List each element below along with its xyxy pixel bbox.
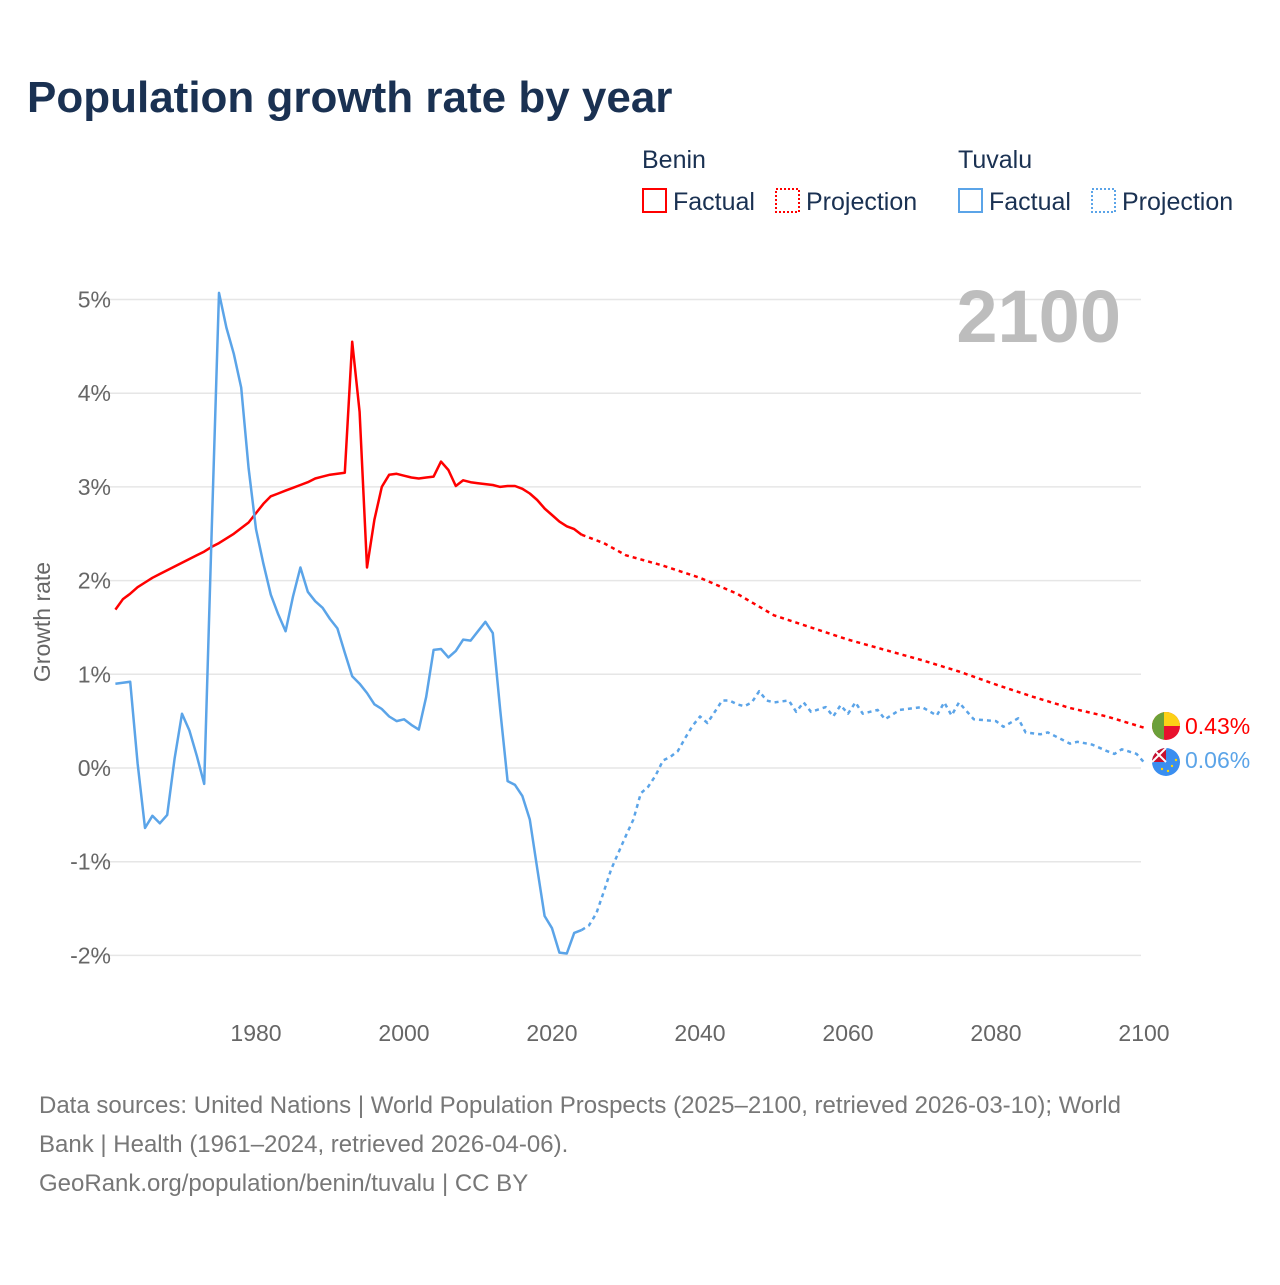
benin-flag-icon: [1152, 712, 1180, 740]
legend-swatch-tuvalu-projection: [1091, 188, 1116, 213]
chart-title: Population growth rate by year: [27, 73, 672, 122]
benin-projection-line: [581, 533, 1145, 729]
y-tick-label: 1%: [78, 661, 111, 687]
benin-end-label: 0.43%: [1185, 713, 1250, 739]
year-watermark: 2100: [956, 275, 1121, 358]
legend-label-tuvalu-projection[interactable]: Projection: [1122, 188, 1233, 216]
x-tick-label: 2020: [526, 1020, 577, 1046]
legend: Benin Factual Projection Tuvalu Factual …: [642, 146, 1233, 216]
x-tick-label: 1980: [230, 1020, 281, 1046]
legend-label-benin-factual[interactable]: Factual: [673, 188, 755, 216]
x-tick-label: 2060: [822, 1020, 873, 1046]
legend-group-benin: Benin: [642, 146, 706, 174]
y-tick-label: 3%: [78, 474, 111, 500]
series-lines: [114, 291, 1145, 955]
y-tick-labels: -2% -1% 0% 1% 2% 3% 4% 5%: [70, 287, 111, 969]
legend-swatch-benin-projection: [775, 188, 800, 213]
y-tick-label: 4%: [78, 380, 111, 406]
y-axis-label: Growth rate: [29, 562, 55, 682]
y-tick-label: 5%: [78, 287, 111, 313]
benin-factual-line: [114, 340, 583, 611]
y-tick-label: -1%: [70, 849, 111, 875]
y-tick-label: -2%: [70, 942, 111, 968]
x-tick-label: 2100: [1118, 1020, 1169, 1046]
footer-sources-line2: Bank | Health (1961–2024, retrieved 2026…: [39, 1131, 568, 1158]
legend-label-benin-projection[interactable]: Projection: [806, 188, 917, 216]
tuvalu-projection-line: [580, 689, 1145, 932]
legend-swatch-benin-factual: [642, 188, 667, 213]
y-tick-label: 0%: [78, 755, 111, 781]
footer-sources-line1: Data sources: United Nations | World Pop…: [39, 1092, 1121, 1119]
x-tick-label: 2000: [378, 1020, 429, 1046]
y-tick-label: 2%: [78, 568, 111, 594]
x-tick-label: 2080: [970, 1020, 1021, 1046]
footer-attribution[interactable]: GeoRank.org/population/benin/tuvalu | CC…: [39, 1170, 528, 1197]
legend-swatch-tuvalu-factual: [958, 188, 983, 213]
legend-group-tuvalu: Tuvalu: [958, 146, 1032, 174]
gridlines: [90, 298, 1141, 957]
tuvalu-flag-icon: [1152, 748, 1180, 776]
legend-label-tuvalu-factual[interactable]: Factual: [989, 188, 1071, 216]
tuvalu-factual-line: [115, 291, 583, 955]
tuvalu-end-label: 0.06%: [1185, 747, 1250, 773]
x-tick-label: 2040: [674, 1020, 725, 1046]
x-tick-labels: 1980 2000 2020 2040 2060 2080 2100: [230, 1020, 1169, 1046]
